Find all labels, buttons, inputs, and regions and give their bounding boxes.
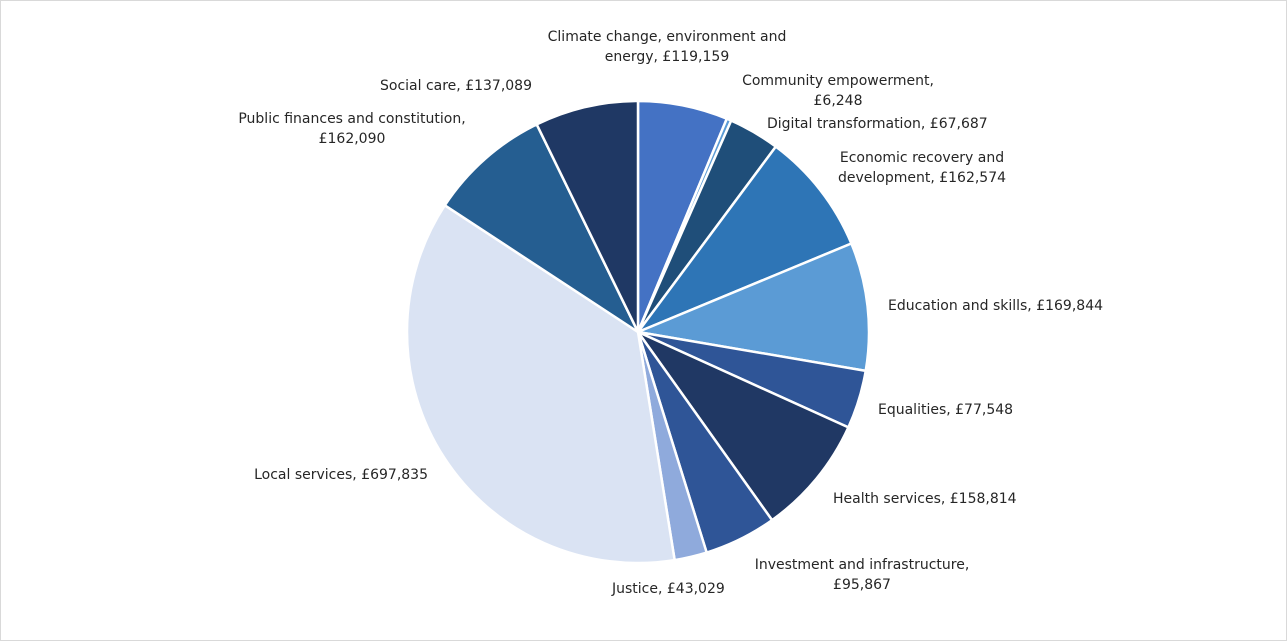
data-label-education-and-skills: Education and skills, £169,844 — [888, 298, 1103, 314]
data-label-climate-change-environment-and-energy: Climate change, environment and energy, £… — [548, 29, 787, 65]
data-label-economic-recovery-and-development: Economic recovery and development, £162,5… — [838, 150, 1006, 186]
data-label-health-services: Health services, £158,814 — [833, 491, 1017, 507]
pie-slice-public-finances-and-constitution — [443, 123, 640, 334]
data-label-digital-transformation: Digital transformation, £67,687 — [767, 116, 988, 132]
pie-slice-economic-recovery-and-development — [636, 145, 853, 334]
pie-labels: Climate change, environment and energy, £… — [238, 29, 1103, 597]
pie-slice-health-services — [636, 330, 850, 522]
data-label-social-care: Social care, £137,089 — [380, 78, 532, 94]
data-label-equalities: Equalities, £77,548 — [878, 402, 1013, 418]
pie-slices — [405, 99, 871, 565]
pie-slice-local-services — [405, 204, 676, 565]
data-label-public-finances-and-constitution: Public finances and constitution, £162,09… — [238, 111, 465, 147]
pie-slice-social-care — [535, 99, 640, 334]
data-label-investment-and-infrastructure: Investment and infrastructure, £95,867 — [755, 557, 970, 593]
data-label-local-services: Local services, £697,835 — [254, 467, 428, 483]
data-label-justice: Justice, £43,029 — [611, 581, 725, 597]
pie-slice-education-and-skills — [636, 242, 871, 373]
data-label-community-empowerment: Community empowerment, £6,248 — [742, 73, 934, 109]
